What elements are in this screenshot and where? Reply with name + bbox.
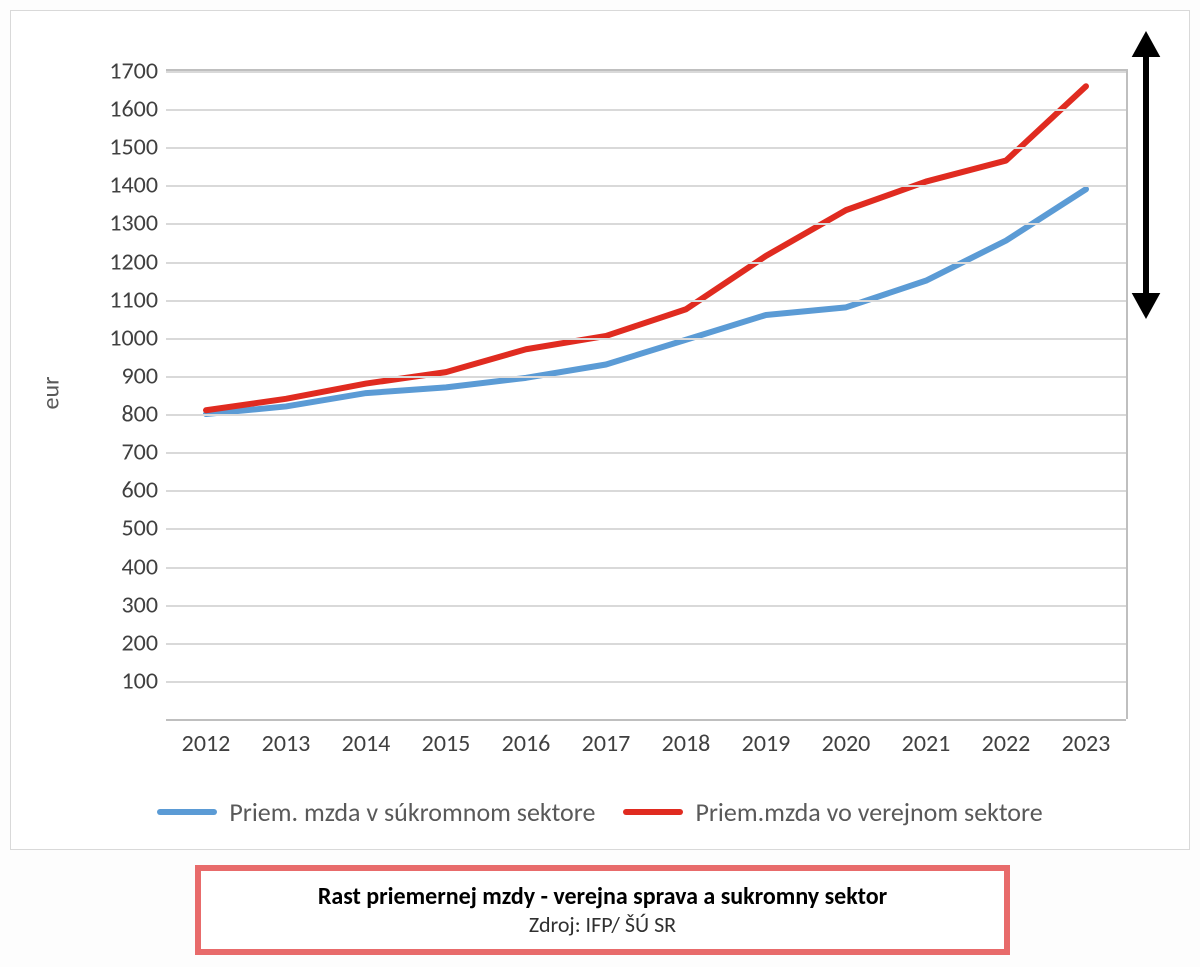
y-tick-label: 1300 xyxy=(109,209,166,238)
gridline xyxy=(166,109,1126,111)
y-tick-label: 1600 xyxy=(109,95,166,124)
y-tick-label: 100 xyxy=(122,666,167,695)
gridline xyxy=(166,338,1126,340)
y-tick-label: 700 xyxy=(122,438,167,467)
gridline xyxy=(166,605,1126,607)
legend-item: Priem.mzda vo verejnom sektore xyxy=(623,796,1042,828)
x-tick-label: 2018 xyxy=(662,719,711,758)
y-tick-label: 600 xyxy=(122,476,167,505)
x-tick-label: 2019 xyxy=(742,719,791,758)
gridline xyxy=(166,681,1126,683)
gridline xyxy=(166,300,1126,302)
legend: Priem. mzda v súkromnom sektore Priem.mzd… xyxy=(11,796,1189,828)
y-tick-label: 1400 xyxy=(109,171,166,200)
legend-swatch xyxy=(157,809,217,815)
gridline xyxy=(166,147,1126,149)
legend-swatch xyxy=(623,809,683,815)
y-tick-label: 900 xyxy=(122,361,167,390)
gridline xyxy=(166,490,1126,492)
y-tick-label: 800 xyxy=(122,400,167,429)
annotation-double-arrow xyxy=(1120,31,1172,319)
y-axis-title: eur xyxy=(37,377,66,410)
legend-label: Priem. mzda v súkromnom sektore xyxy=(229,796,595,828)
x-tick-label: 2012 xyxy=(182,719,231,758)
gridline xyxy=(166,71,1126,73)
caption-box: Rast priemernej mzdy - verejna sprava a … xyxy=(195,865,1010,955)
gridline xyxy=(166,528,1126,530)
caption-source: Zdroj: IFP/ ŠÚ SR xyxy=(529,911,676,938)
chart-lines xyxy=(166,71,1126,719)
x-tick-label: 2023 xyxy=(1062,719,1111,758)
caption-title: Rast priemernej mzdy - verejna sprava a … xyxy=(318,882,887,911)
y-tick-label: 300 xyxy=(122,590,167,619)
chart-frame: 100 200 300 400 500 600 700 800 900 1000 1100 1200 1… xyxy=(10,10,1190,850)
y-tick-label: 1500 xyxy=(109,133,166,162)
plot-area: 1002003004005006007008009001000110012001… xyxy=(166,69,1128,719)
legend-label: Priem.mzda vo verejnom sektore xyxy=(695,796,1042,828)
x-tick-label: 2015 xyxy=(422,719,471,758)
y-tick-label: 1000 xyxy=(109,323,166,352)
y-tick-label: 1700 xyxy=(109,57,166,86)
y-tick-label: 500 xyxy=(122,514,167,543)
y-tick-label: 400 xyxy=(122,552,167,581)
x-tick-label: 2014 xyxy=(342,719,391,758)
gridline xyxy=(166,643,1126,645)
gridline xyxy=(166,376,1126,378)
gridline xyxy=(166,223,1126,225)
x-tick-label: 2016 xyxy=(502,719,551,758)
legend-item: Priem. mzda v súkromnom sektore xyxy=(157,796,595,828)
gridline xyxy=(166,414,1126,416)
gridline xyxy=(166,262,1126,264)
x-tick-label: 2013 xyxy=(262,719,311,758)
x-tick-label: 2022 xyxy=(982,719,1031,758)
gridline xyxy=(166,185,1126,187)
series-line xyxy=(206,86,1086,410)
x-tick-label: 2020 xyxy=(822,719,871,758)
y-tick-label: 1200 xyxy=(109,247,166,276)
gridline xyxy=(166,452,1126,454)
gridline xyxy=(166,567,1126,569)
x-tick-label: 2017 xyxy=(582,719,631,758)
y-tick-label: 200 xyxy=(122,628,167,657)
y-tick-label: 1100 xyxy=(109,285,166,314)
x-tick-label: 2021 xyxy=(902,719,951,758)
